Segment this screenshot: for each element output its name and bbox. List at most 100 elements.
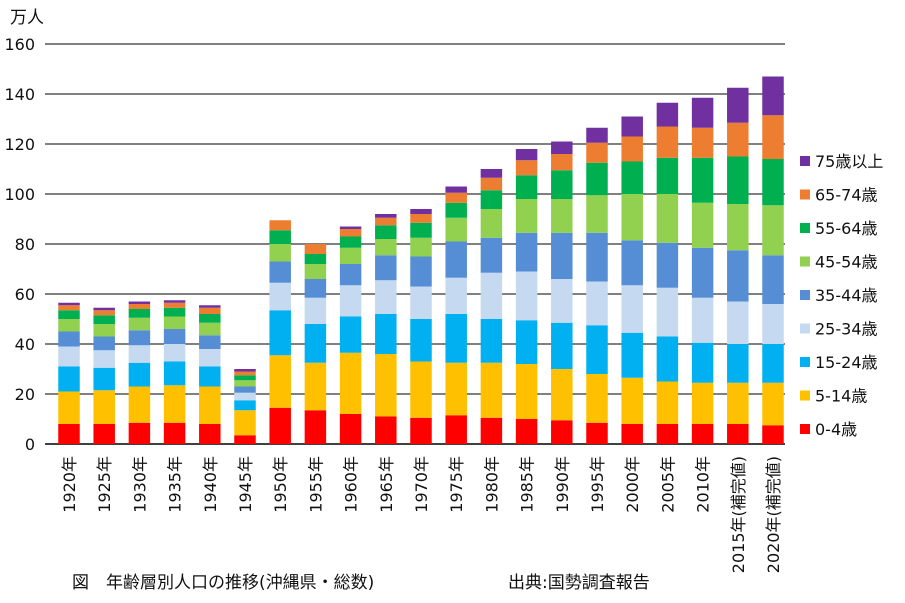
bar-segment — [269, 220, 291, 231]
bar-segment — [586, 142, 608, 163]
x-tick-label: 1985年 — [518, 456, 537, 513]
bar-segment — [93, 390, 115, 424]
legend-label: 35-44歳 — [815, 286, 878, 305]
bar-segment — [410, 214, 432, 223]
legend-swatch — [800, 156, 810, 166]
bar-segment — [727, 424, 749, 444]
bar-segment — [621, 240, 643, 286]
bar-segment — [375, 280, 397, 314]
y-axis-unit-label: 万人 — [10, 8, 44, 28]
y-tick-label: 40 — [15, 335, 35, 354]
bar-segment — [762, 76, 784, 116]
legend-label: 15-24歳 — [815, 353, 878, 372]
bar-segment — [163, 385, 186, 423]
bar-segment — [480, 209, 503, 238]
bar-segment — [410, 209, 432, 214]
bar-segment — [304, 410, 327, 444]
bar-segment — [621, 424, 643, 444]
x-tick-label: 1975年 — [447, 456, 466, 513]
bar-segment — [163, 302, 186, 308]
x-tick-label: 2000年 — [623, 456, 642, 513]
bar-segment — [656, 381, 679, 424]
bar-segment — [234, 392, 256, 401]
x-tick-label: 1920年 — [60, 456, 79, 513]
bar-segment — [515, 149, 538, 161]
x-tick-label: 2015年(補完値) — [729, 456, 748, 573]
bar-segment — [199, 366, 221, 387]
bar-segment — [375, 314, 397, 354]
bar-segment — [656, 287, 679, 337]
x-tick-label: 1995年 — [588, 456, 607, 513]
bar-segment — [551, 170, 573, 199]
bar-segment — [269, 310, 291, 356]
bar-segment — [762, 304, 784, 344]
bar-segment — [762, 159, 784, 206]
bar-segment — [58, 331, 80, 347]
bar-segment — [445, 362, 467, 416]
bar-segment — [445, 192, 467, 203]
bar-segment — [691, 202, 714, 248]
bar-segment — [656, 242, 679, 288]
bar-segment — [199, 349, 221, 367]
bar-segment — [58, 310, 80, 319]
bar-segment — [410, 417, 432, 444]
source-note: 出典:国勢調査報告 — [508, 573, 650, 593]
y-tick-label: 120 — [4, 135, 35, 154]
bar-segment — [691, 297, 714, 343]
bar-segment — [656, 424, 679, 444]
bar-segment — [93, 315, 115, 324]
bar-segment — [762, 205, 784, 256]
bar-segment — [128, 330, 151, 346]
x-tick-label: 1990年 — [553, 456, 572, 513]
bar-segment — [93, 324, 115, 337]
bar-segment — [586, 232, 608, 282]
bar-segment — [691, 157, 714, 203]
bar-segment — [234, 375, 256, 381]
x-tick-label: 1950年 — [271, 456, 290, 513]
bar-segment — [128, 309, 151, 318]
bar-segment — [445, 277, 467, 314]
bar-segment — [93, 424, 115, 444]
bar-segment — [163, 316, 186, 329]
bar-segment — [727, 382, 749, 424]
bar-segment — [621, 377, 643, 424]
bar-segment — [586, 374, 608, 423]
bar-segment — [93, 336, 115, 351]
bar-segment — [234, 386, 256, 393]
bar-segment — [163, 300, 186, 303]
bar-segment — [163, 344, 186, 362]
x-tick-label: 1935年 — [166, 456, 185, 513]
bar-segment — [586, 281, 608, 326]
bar-segment — [762, 115, 784, 159]
x-tick-label: 1955年 — [306, 456, 325, 513]
bar-segment — [58, 319, 80, 332]
bar-segment — [128, 304, 151, 309]
bar-segment — [551, 369, 573, 421]
bar-segment — [304, 324, 327, 363]
bar-segment — [551, 420, 573, 444]
bar-segment — [375, 239, 397, 256]
bar-segment — [515, 320, 538, 364]
bar-segment — [410, 319, 432, 362]
bar-segment — [762, 344, 784, 383]
bar-segment — [551, 199, 573, 233]
bar-segment — [375, 354, 397, 417]
bar-segment — [515, 271, 538, 321]
legend-label: 65-74歳 — [815, 186, 878, 205]
bar-segment — [445, 217, 467, 242]
x-tick-label: 1970年 — [412, 456, 431, 513]
legend-swatch — [800, 189, 810, 200]
bar-segment — [128, 345, 151, 363]
bar-segment — [234, 369, 256, 372]
bar-segment — [691, 424, 714, 444]
bar-segment — [304, 264, 327, 279]
bar-segment — [691, 382, 714, 424]
bar-segment — [58, 366, 80, 392]
bar-segment — [762, 382, 784, 426]
x-tick-label: 2005年 — [658, 456, 677, 513]
bar-segment — [551, 154, 573, 171]
bar-segment — [445, 241, 467, 278]
bar-segment — [551, 279, 573, 323]
legend-label: 5-14歳 — [815, 387, 867, 406]
